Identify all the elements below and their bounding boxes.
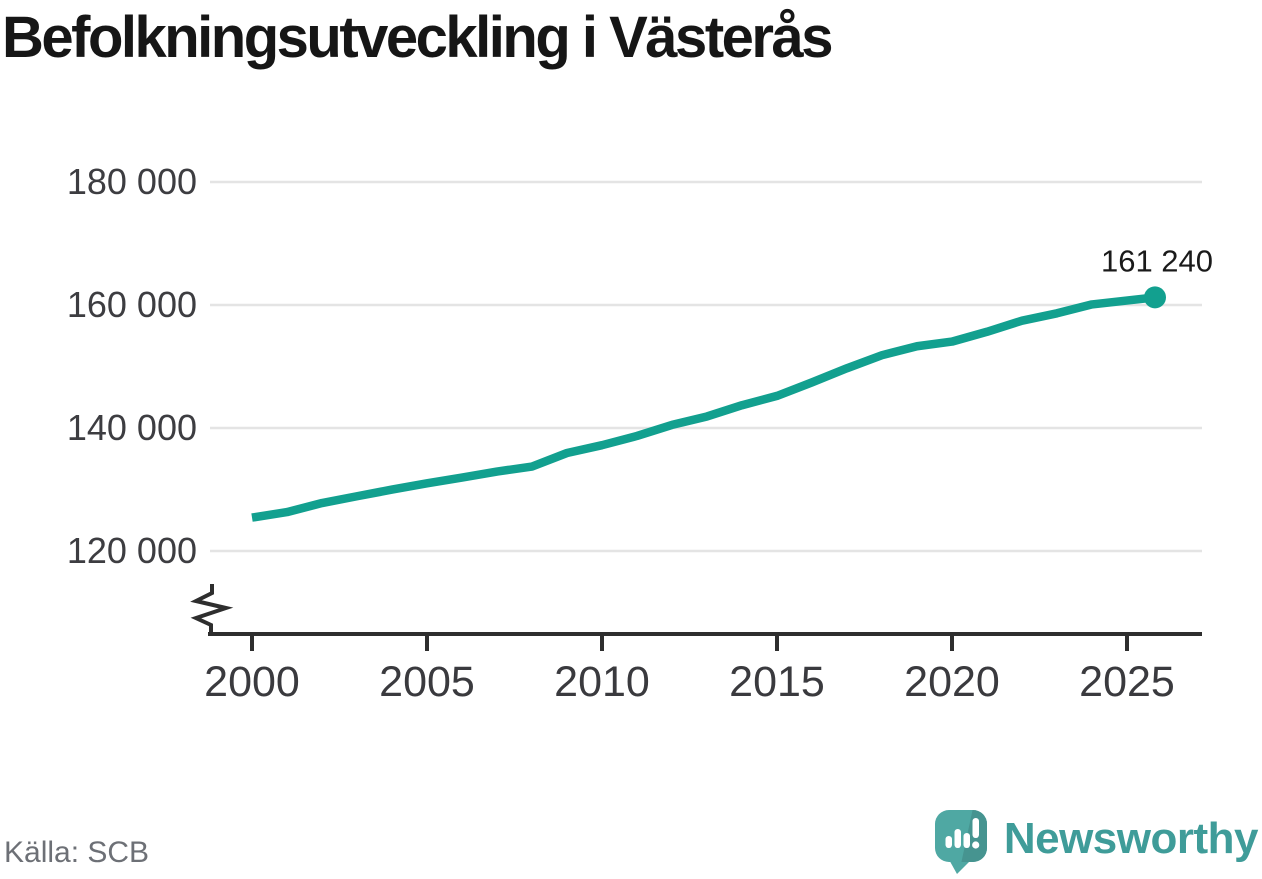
newsworthy-wordmark: Newsworthy <box>1003 814 1259 863</box>
end-point-value-label: 161 240 <box>1101 243 1213 278</box>
y-axis-label: 140 000 <box>67 407 197 448</box>
y-axis-label: 120 000 <box>67 530 197 571</box>
y-axis-label: 160 000 <box>67 284 197 325</box>
newsworthy-logo-icon <box>934 810 987 874</box>
x-axis-label: 2010 <box>554 658 650 706</box>
source-label: Källa: SCB <box>4 836 150 869</box>
chart-title: Befolkningsutveckling i Västerås <box>2 5 833 70</box>
newsworthy-logo: Newsworthy <box>933 808 1259 876</box>
x-axis-label: 2025 <box>1079 658 1175 706</box>
x-axis-label: 2000 <box>204 658 300 706</box>
logo-exclamation-icon <box>971 818 980 849</box>
logo-bar-chart-icon <box>945 829 970 848</box>
x-axis-label: 2015 <box>729 658 825 706</box>
x-axis-label: 2020 <box>904 658 1000 706</box>
end-point-marker <box>1144 286 1166 309</box>
population-line-chart: 180 000 160 000 140 000 120 000 2000 2005 2010… <box>67 161 1213 706</box>
y-axis-break-icon <box>190 584 234 636</box>
y-axis-label: 180 000 <box>67 161 197 202</box>
population-line <box>251 293 1156 522</box>
x-axis-label: 2005 <box>379 658 475 706</box>
